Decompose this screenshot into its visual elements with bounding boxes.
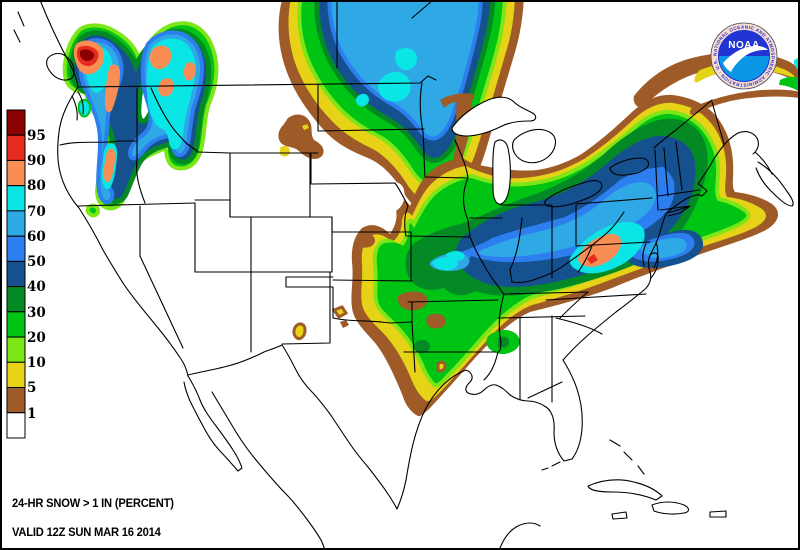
- legend-swatch: [6, 387, 26, 414]
- legend-label: 70: [27, 204, 46, 220]
- contour-east-60pct: [429, 182, 687, 272]
- legend-label: 50: [27, 254, 46, 270]
- legend-swatch: [6, 210, 26, 237]
- legend-swatch: [6, 412, 26, 439]
- contour-plains-70pct-spots: [355, 48, 417, 107]
- yucatan: [499, 522, 541, 549]
- state-boundaries: [59, 0, 701, 403]
- noaa-seagull-icon: [723, 45, 768, 72]
- florida-keys: [541, 461, 561, 471]
- contour-spot-newmexico: [292, 322, 307, 340]
- contour-spot-panhandle2: [340, 320, 349, 328]
- legend-label: 90: [27, 153, 46, 169]
- atlantic-coast: [562, 213, 667, 361]
- legend-swatch: [6, 260, 26, 288]
- newengland-coast: [665, 132, 739, 215]
- contour-east-90pct: [587, 254, 598, 264]
- contour-nw-95pct: [79, 49, 95, 61]
- probability-contours: [62, 0, 800, 417]
- us-mexico-border: [187, 344, 398, 510]
- noaa-logo: NOAA NATIONAL OCEANIC AND ATMOSPHERIC AD…: [710, 22, 778, 90]
- contour-spot-dakota-brown: [278, 114, 324, 159]
- lake-ontario: [609, 157, 650, 176]
- contour-spot-panhandle: [331, 305, 349, 319]
- legend-label: 30: [27, 305, 46, 321]
- legend-label: 5: [27, 380, 36, 396]
- bahamas: [609, 439, 645, 475]
- florida-coast: [545, 359, 583, 462]
- maritimes-coast: [737, 131, 794, 207]
- chesapeake-delmarva: [642, 241, 659, 279]
- legend-label: 80: [27, 178, 46, 194]
- caption-valid-time: VALID 12Z SUN MAR 16 2014: [12, 526, 161, 539]
- lake-huron: [512, 128, 557, 164]
- legend-swatch: [6, 160, 26, 187]
- contour-olympic-spot: [77, 99, 92, 118]
- contour-quebec-brown-band2: [689, 89, 800, 115]
- contour-quebec-green: [779, 76, 800, 92]
- stlawrence-canada-border: [653, 99, 725, 149]
- canada-border-49: [77, 75, 437, 88]
- noaa-logo-text: NOAA: [728, 40, 759, 51]
- pacific-coast: [39, 0, 189, 377]
- legend-label: 1: [27, 406, 36, 422]
- legend-swatch: [6, 109, 26, 136]
- map-caption: 24-HR SNOW > 1 IN (PERCENT) VALID 12Z SU…: [12, 480, 184, 550]
- vancouver-island: [13, 11, 75, 81]
- legend-swatch: [6, 361, 26, 388]
- caption-title: 24-HR SNOW > 1 IN (PERCENT): [12, 497, 174, 510]
- hispaniola: [651, 501, 690, 515]
- legend-label: 60: [27, 229, 46, 245]
- lake-superior: [451, 96, 537, 137]
- legend-swatch: [6, 286, 26, 313]
- legend-swatch: [6, 134, 26, 161]
- legend-label: 10: [27, 355, 46, 371]
- legend-swatch: [6, 311, 26, 338]
- legend-label: 20: [27, 330, 46, 346]
- contour-superior-brown-rim: [440, 93, 474, 108]
- legend-label: 95: [27, 128, 46, 144]
- contour-spot-louisiana: [436, 360, 447, 373]
- legend-colorbar: 95 90 80 70 60 50 40 30 20 10 5 1: [6, 109, 46, 439]
- basemap-outlines: [13, 0, 794, 550]
- legend-swatch: [6, 235, 26, 262]
- contour-spot-dakota-yellow: [280, 124, 309, 157]
- contour-spot-norcal: [85, 203, 101, 218]
- legend-swatch: [6, 185, 26, 212]
- jamaica: [611, 511, 628, 520]
- cuba: [587, 479, 663, 501]
- puget-sound: [71, 91, 84, 121]
- contour-east-inner-browns: [357, 233, 447, 329]
- puerto-rico: [709, 510, 727, 518]
- gulf-coast: [396, 369, 547, 510]
- mexico-mainland-coast: [211, 391, 326, 550]
- legend-swatch: [6, 336, 26, 363]
- baja-peninsula: [183, 375, 243, 472]
- lake-michigan: [492, 139, 511, 205]
- legend-label: 40: [27, 279, 46, 295]
